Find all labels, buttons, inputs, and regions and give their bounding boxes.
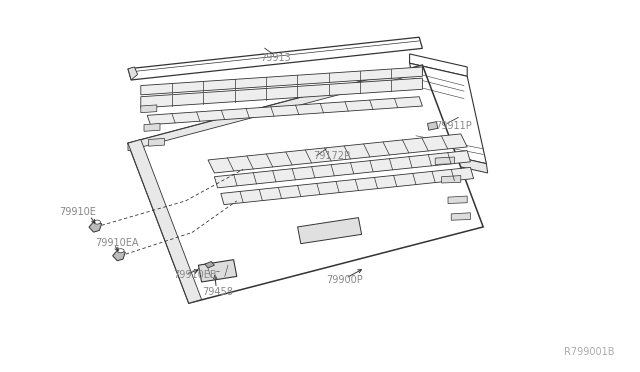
- Polygon shape: [128, 37, 422, 80]
- Text: 79911P: 79911P: [435, 122, 472, 131]
- Polygon shape: [144, 124, 160, 131]
- Polygon shape: [442, 176, 461, 183]
- Polygon shape: [128, 65, 483, 303]
- Polygon shape: [429, 151, 488, 173]
- Polygon shape: [435, 157, 454, 164]
- Circle shape: [117, 249, 124, 253]
- Polygon shape: [141, 105, 157, 113]
- Polygon shape: [451, 213, 470, 220]
- Text: 79910EA: 79910EA: [95, 238, 138, 247]
- Polygon shape: [148, 138, 164, 146]
- Polygon shape: [198, 260, 237, 282]
- Polygon shape: [410, 54, 467, 76]
- Text: 79910E: 79910E: [59, 207, 96, 217]
- Polygon shape: [410, 63, 486, 164]
- Polygon shape: [89, 220, 102, 232]
- Polygon shape: [205, 262, 214, 268]
- Polygon shape: [298, 218, 362, 244]
- Polygon shape: [208, 134, 467, 173]
- Polygon shape: [221, 167, 474, 205]
- Text: 79458: 79458: [202, 287, 233, 297]
- Polygon shape: [141, 78, 422, 108]
- Text: 79900P: 79900P: [326, 275, 363, 285]
- Text: R799001B: R799001B: [564, 347, 614, 356]
- Text: 79913: 79913: [260, 53, 291, 62]
- Polygon shape: [128, 67, 138, 80]
- Polygon shape: [448, 196, 467, 203]
- Polygon shape: [428, 122, 438, 130]
- Polygon shape: [141, 67, 422, 95]
- Text: 79910EB: 79910EB: [173, 270, 216, 280]
- Polygon shape: [214, 151, 470, 188]
- Polygon shape: [147, 97, 422, 125]
- Polygon shape: [113, 249, 125, 261]
- Circle shape: [93, 220, 100, 224]
- Polygon shape: [128, 140, 202, 303]
- Polygon shape: [128, 65, 422, 151]
- Text: 79172P: 79172P: [314, 151, 351, 161]
